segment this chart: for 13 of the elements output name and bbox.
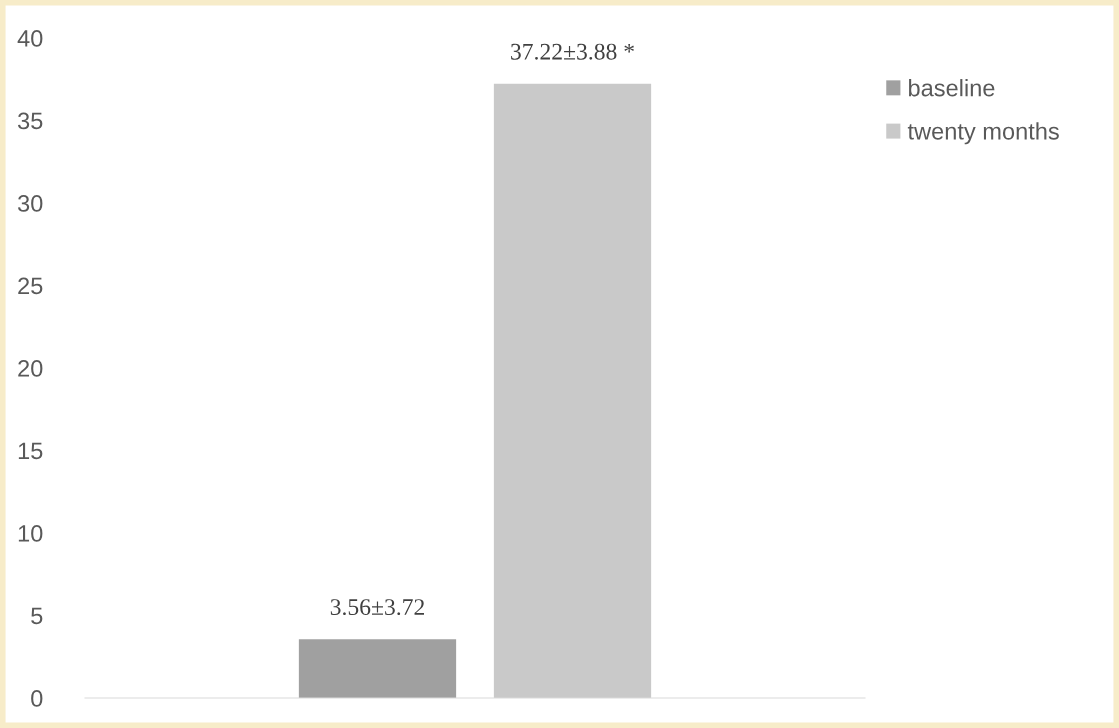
legend-label: twenty months	[907, 122, 1059, 145]
y-tick-label: 35	[17, 112, 43, 130]
y-tick-label: 15	[18, 442, 43, 460]
y-tick-label: 20	[18, 360, 43, 377]
data-label: 3.56±3.72	[330, 599, 424, 616]
y-tick-label: 10	[18, 525, 43, 542]
y-tick-label: 0	[31, 690, 43, 707]
data-label: 37.22±3.88 *	[511, 43, 634, 60]
y-tick-label: 25	[18, 277, 43, 295]
y-tick-label: 5	[31, 607, 43, 625]
y-tick-label: 30	[17, 195, 43, 212]
legend-label: baseline	[909, 79, 995, 97]
y-tick-label: 40	[17, 30, 43, 47]
